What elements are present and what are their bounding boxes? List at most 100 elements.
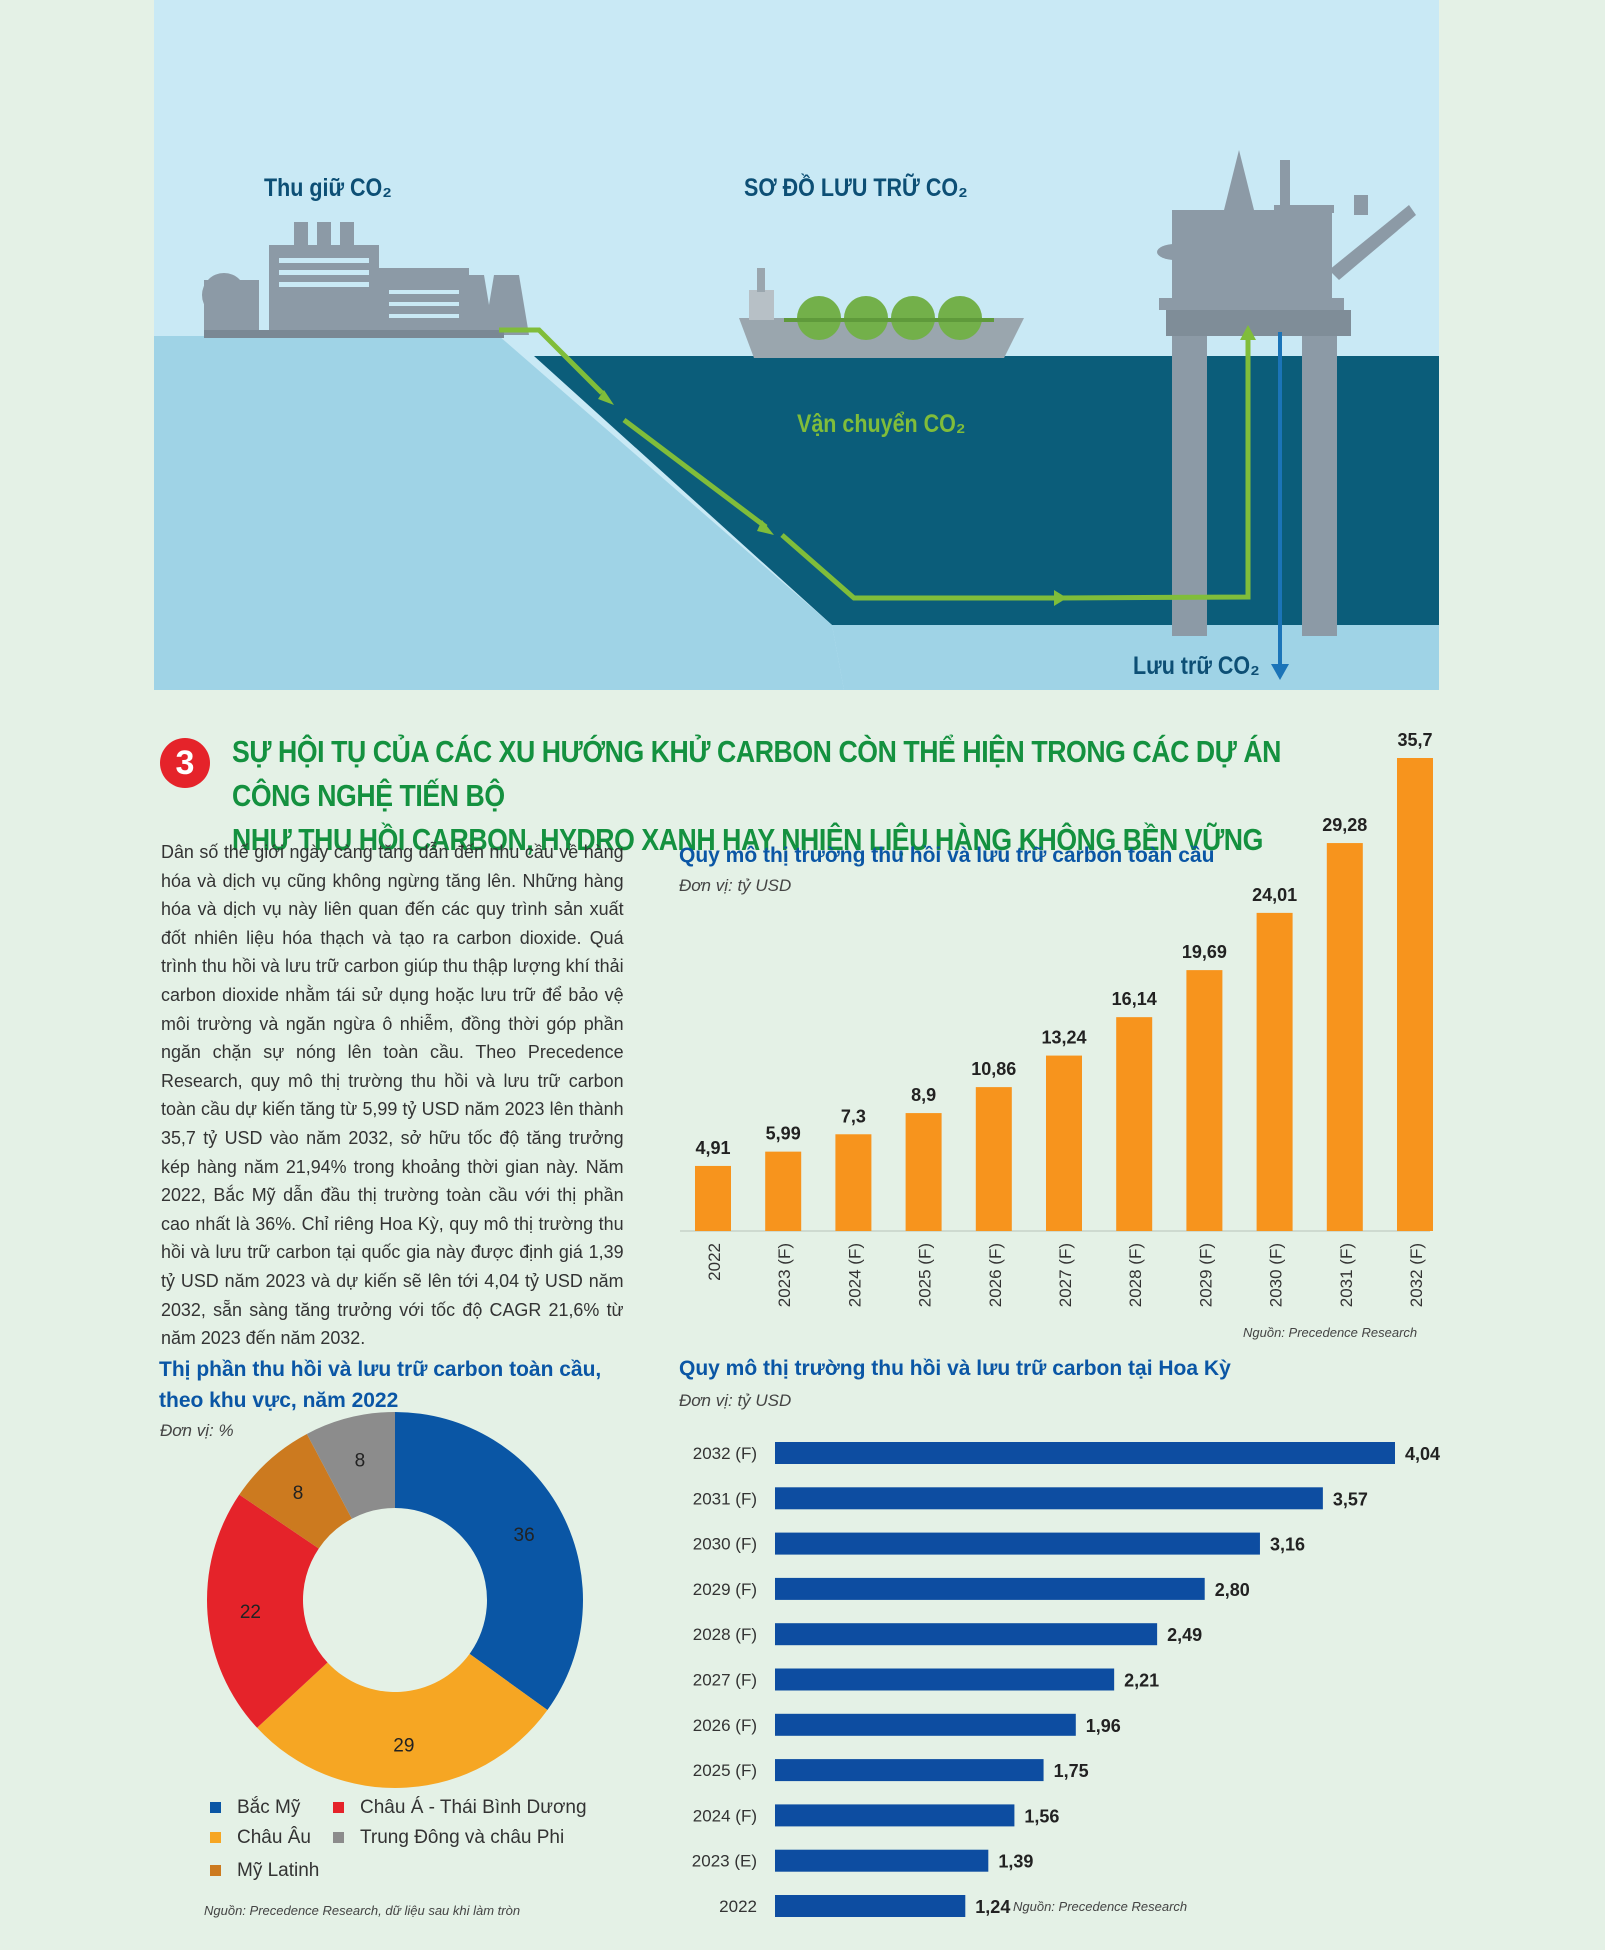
share-chart-unit: Đơn vị: % — [160, 1421, 234, 1440]
bar — [905, 1113, 942, 1231]
legend-swatch — [210, 1802, 221, 1814]
donut-slice — [207, 1494, 328, 1728]
bar — [775, 1713, 1076, 1736]
global-chart-title: Quy mô thị trường thu hồi và lưu trữ car… — [679, 844, 1215, 867]
legend-item-europe: Châu Âu — [210, 1827, 311, 1849]
offshore-platform-icon — [1157, 150, 1416, 636]
x-tick-label: 2024 (F) — [845, 1243, 864, 1307]
data-label: 19,69 — [1182, 942, 1227, 962]
factory-icon — [202, 222, 529, 338]
headline-line-1: Sự hội tụ của các xu hướng khử carbon cò… — [232, 734, 1282, 813]
y-tick-label: 2026 (F) — [693, 1716, 757, 1735]
transport-label: Vận chuyển CO₂ — [797, 410, 966, 438]
slice-label: 29 — [393, 1736, 414, 1757]
bar — [775, 1487, 1323, 1510]
x-tick-label: 2029 (F) — [1196, 1243, 1215, 1307]
bar — [765, 1151, 802, 1231]
legend-item-asia-pacific: Châu Á - Thái Bình Dương — [333, 1797, 587, 1819]
x-tick-label: 2022 — [705, 1243, 724, 1281]
y-tick-label: 2028 (F) — [693, 1625, 757, 1644]
section-number-badge: 3 — [160, 738, 210, 788]
y-tick-label: 2029 (F) — [693, 1580, 757, 1599]
y-tick-label: 2032 (F) — [693, 1444, 757, 1463]
donut-slice — [239, 1433, 352, 1549]
sea — [534, 356, 1439, 625]
bar — [1116, 1017, 1153, 1231]
data-label: 3,57 — [1333, 1489, 1368, 1509]
donut-slice — [306, 1412, 395, 1519]
y-tick-label: 2027 (F) — [693, 1671, 757, 1690]
data-label: 1,75 — [1054, 1761, 1089, 1781]
data-label: 1,56 — [1024, 1806, 1059, 1826]
data-label: 16,14 — [1112, 989, 1157, 1009]
share-chart-title: Thị phần thu hồi và lưu trữ carbon toàn … — [159, 1354, 601, 1416]
y-tick-label: 2023 (E) — [692, 1852, 757, 1871]
bar — [1046, 1055, 1082, 1231]
us-chart-title: Quy mô thị trường thu hồi và lưu trữ car… — [679, 1357, 1231, 1380]
bar — [775, 1849, 989, 1872]
x-tick-label: 2026 (F) — [986, 1243, 1005, 1307]
lng-ship-icon — [739, 268, 1024, 358]
x-tick-label: 2030 (F) — [1267, 1243, 1286, 1307]
y-tick-label: 2031 (F) — [693, 1489, 757, 1508]
legend-swatch — [210, 1832, 221, 1844]
data-label: 1,24 — [975, 1897, 1010, 1917]
data-label: 2,49 — [1167, 1625, 1202, 1645]
share-chart-source: Nguồn: Precedence Research, dữ liệu sau … — [204, 1903, 521, 1918]
legend-item-middle-east-africa: Trung Đông và châu Phi — [333, 1827, 564, 1849]
legend-swatch — [333, 1832, 344, 1844]
bar — [775, 1532, 1260, 1555]
data-label: 1,96 — [1086, 1716, 1121, 1736]
storage-label: Lưu trữ CO₂ — [1133, 652, 1260, 680]
bar — [1326, 843, 1363, 1231]
y-tick-label: 2024 (F) — [693, 1806, 757, 1825]
bar — [775, 1759, 1044, 1782]
x-tick-label: 2032 (F) — [1407, 1243, 1426, 1307]
bar — [975, 1087, 1012, 1231]
y-tick-label: 2025 (F) — [693, 1761, 757, 1780]
bar — [775, 1668, 1115, 1691]
slice-label: 8 — [355, 1450, 366, 1471]
data-label: 4,04 — [1405, 1444, 1440, 1464]
storage-arrow — [1271, 332, 1289, 680]
bar — [775, 1577, 1205, 1600]
y-tick-label: 2030 (F) — [693, 1535, 757, 1554]
data-label: 2,80 — [1215, 1580, 1250, 1600]
us-chart-unit: Đơn vị: tỷ USD — [679, 1391, 792, 1410]
data-label: 8,9 — [911, 1085, 936, 1105]
data-label: 4,91 — [695, 1138, 730, 1158]
global-market-bar-chart: 4,91 2022 5,99 2023 (F) 7,3 2024 (F) 8,9 2025 (… — [680, 730, 1433, 1307]
x-tick-label: 2025 (F) — [916, 1243, 935, 1307]
x-tick-label: 2028 (F) — [1126, 1243, 1145, 1307]
capture-label: Thu giữ CO₂ — [264, 174, 392, 202]
legend-swatch — [210, 1865, 221, 1877]
bar — [1256, 912, 1293, 1231]
bar — [775, 1804, 1015, 1827]
regional-share-donut-chart: 36 29 22 8 8 — [207, 1412, 583, 1788]
data-label: 7,3 — [841, 1106, 866, 1126]
donut-slice — [395, 1412, 583, 1711]
x-tick-label: 2027 (F) — [1056, 1243, 1075, 1307]
diagram-illustration — [154, 0, 1439, 690]
slice-label: 8 — [293, 1483, 304, 1504]
bar — [775, 1895, 966, 1917]
share-chart-title-line-1: Thị phần thu hồi và lưu trữ carbon toàn … — [159, 1358, 602, 1381]
slice-label: 22 — [240, 1602, 261, 1623]
seabed — [832, 625, 1439, 690]
data-label: 2,21 — [1124, 1671, 1159, 1691]
global-chart-unit: Đơn vị: tỷ USD — [679, 876, 792, 895]
y-tick-label: 2022 — [719, 1897, 757, 1916]
x-tick-label: 2031 (F) — [1337, 1243, 1356, 1307]
diagram-title: SƠ ĐỒ LƯU TRỮ CO₂ — [744, 174, 968, 202]
us-market-horizontal-bar-chart: 2032 (F) 4,04 2031 (F) 3,57 2030 (F) 3,16 2029… — [692, 1442, 1440, 1917]
section-headline: Sự hội tụ của các xu hướng khử carbon cò… — [232, 730, 1350, 862]
data-label: 3,16 — [1270, 1535, 1305, 1555]
donut-slice — [257, 1653, 548, 1788]
transport-arrow — [499, 327, 1251, 601]
share-chart-title-line-2: theo khu vực, năm 2022 — [159, 1389, 399, 1412]
data-label: 10,86 — [971, 1059, 1016, 1079]
bar — [775, 1442, 1395, 1464]
us-chart-source: Nguồn: Precedence Research — [1013, 1899, 1188, 1914]
headline-line-2: như thu hồi carbon, hydro xanh hay nhiên… — [232, 822, 1263, 857]
co2-storage-diagram — [154, 0, 1439, 690]
